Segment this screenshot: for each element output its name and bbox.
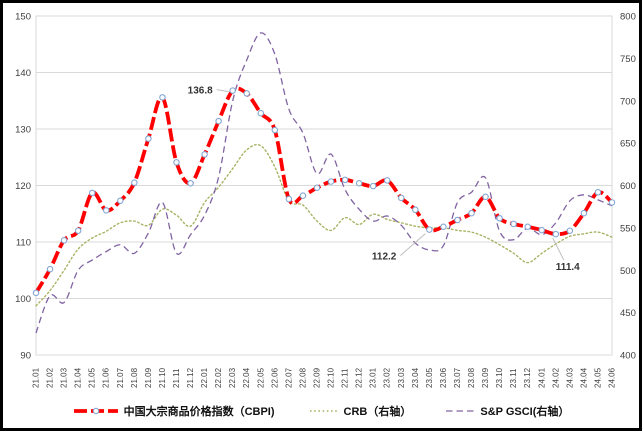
svg-text:21.06: 21.06: [102, 367, 111, 388]
svg-text:500: 500: [620, 266, 636, 277]
svg-text:650: 650: [620, 139, 636, 150]
svg-text:23.07: 23.07: [453, 367, 462, 388]
right-axis-labels: 400 450 500 550 600 650 700 750 800: [620, 12, 636, 362]
svg-text:24.03: 24.03: [565, 367, 574, 388]
plot-border: [35, 15, 613, 356]
svg-text:23.12: 23.12: [523, 367, 532, 388]
svg-text:22.11: 22.11: [341, 368, 350, 388]
sp-gsci-line-swatch-icon: [446, 410, 475, 412]
svg-text:23.02: 23.02: [383, 367, 392, 388]
svg-text:140: 140: [15, 68, 31, 79]
svg-text:22.05: 22.05: [256, 367, 265, 388]
cbpi-line-swatch-icon: [73, 407, 118, 415]
svg-text:22.09: 22.09: [312, 367, 321, 388]
svg-text:110: 110: [16, 238, 31, 249]
svg-text:22.06: 22.06: [270, 367, 279, 388]
svg-text:21.10: 21.10: [158, 367, 167, 388]
svg-text:150: 150: [15, 12, 31, 23]
svg-text:111.4: 111.4: [556, 262, 580, 273]
crb-line-swatch-icon: [309, 410, 338, 412]
svg-text:100: 100: [15, 294, 31, 305]
series-markers: [32, 87, 616, 297]
svg-text:24.02: 24.02: [551, 367, 560, 388]
svg-text:21.05: 21.05: [88, 367, 97, 388]
chart-legend: 中国大宗商品价格指数（CBPI) CRB（右轴） S&P GSCI(右轴）: [3, 403, 639, 419]
svg-text:22.01: 22.01: [200, 367, 209, 388]
svg-text:21.09: 21.09: [144, 367, 153, 388]
svg-text:120: 120: [15, 181, 31, 192]
svg-text:21.12: 21.12: [186, 367, 195, 388]
annotations: 136.8 112.2 111.4: [188, 86, 581, 274]
svg-text:24.01: 24.01: [537, 367, 546, 388]
svg-text:22.02: 22.02: [214, 367, 223, 388]
svg-text:800: 800: [620, 12, 636, 23]
legend-item-cbpi: 中国大宗商品价格指数（CBPI): [73, 403, 275, 419]
svg-text:21.08: 21.08: [130, 367, 139, 388]
svg-text:22.03: 22.03: [228, 367, 237, 388]
legend-label-gsci: S&P GSCI(右轴）: [480, 406, 570, 418]
svg-text:450: 450: [620, 308, 636, 319]
svg-text:23.04: 23.04: [411, 367, 420, 388]
svg-text:23.11: 23.11: [509, 368, 518, 388]
svg-text:130: 130: [15, 125, 31, 136]
svg-text:23.06: 23.06: [439, 367, 448, 388]
svg-text:21.07: 21.07: [116, 367, 125, 388]
gridlines: [36, 15, 612, 356]
svg-text:600: 600: [620, 181, 636, 192]
legend-item-crb: CRB（右轴）: [309, 403, 412, 419]
svg-text:400: 400: [620, 351, 636, 362]
svg-text:21.02: 21.02: [46, 367, 55, 388]
svg-text:22.04: 22.04: [242, 367, 251, 388]
svg-text:23.09: 23.09: [481, 367, 490, 388]
svg-text:24.04: 24.04: [579, 367, 588, 388]
svg-text:23.03: 23.03: [397, 367, 406, 388]
svg-text:550: 550: [620, 223, 636, 234]
svg-text:22.07: 22.07: [284, 367, 293, 388]
svg-text:136.8: 136.8: [188, 86, 213, 97]
svg-text:22.12: 22.12: [355, 367, 364, 388]
legend-label-cbpi: 中国大宗商品价格指数（CBPI): [123, 406, 275, 418]
svg-text:24.05: 24.05: [593, 367, 602, 388]
svg-text:24.06: 24.06: [608, 367, 617, 388]
svg-text:21.03: 21.03: [60, 367, 69, 388]
svg-text:23.05: 23.05: [425, 367, 434, 388]
svg-text:700: 700: [620, 96, 636, 107]
svg-text:23.01: 23.01: [369, 367, 378, 388]
legend-item-gsci: S&P GSCI(右轴）: [445, 403, 569, 419]
svg-text:23.10: 23.10: [495, 367, 504, 388]
svg-text:90: 90: [20, 351, 31, 362]
x-axis-labels: 21.01 21.02 21.03 21.04 21.05 21.06 21.07 21.08…: [32, 367, 617, 388]
svg-text:22.10: 22.10: [327, 367, 336, 388]
svg-text:112.2: 112.2: [372, 252, 397, 263]
series-line-2: [35, 32, 613, 334]
svg-text:21.11: 21.11: [172, 368, 181, 388]
svg-text:750: 750: [620, 54, 636, 65]
svg-text:22.08: 22.08: [298, 367, 307, 388]
legend-label-crb: CRB（右轴）: [343, 406, 412, 418]
svg-text:21.04: 21.04: [74, 367, 83, 388]
left-axis-labels: 90 100 110 120 130 140 150: [15, 12, 31, 362]
series-line-1: [35, 143, 613, 307]
svg-text:23.08: 23.08: [467, 367, 476, 388]
svg-text:21.01: 21.01: [32, 367, 41, 388]
chart-plot-area: 90 100 110 120 130 140 150 400 450 500 550 600 650 70…: [15, 12, 636, 389]
